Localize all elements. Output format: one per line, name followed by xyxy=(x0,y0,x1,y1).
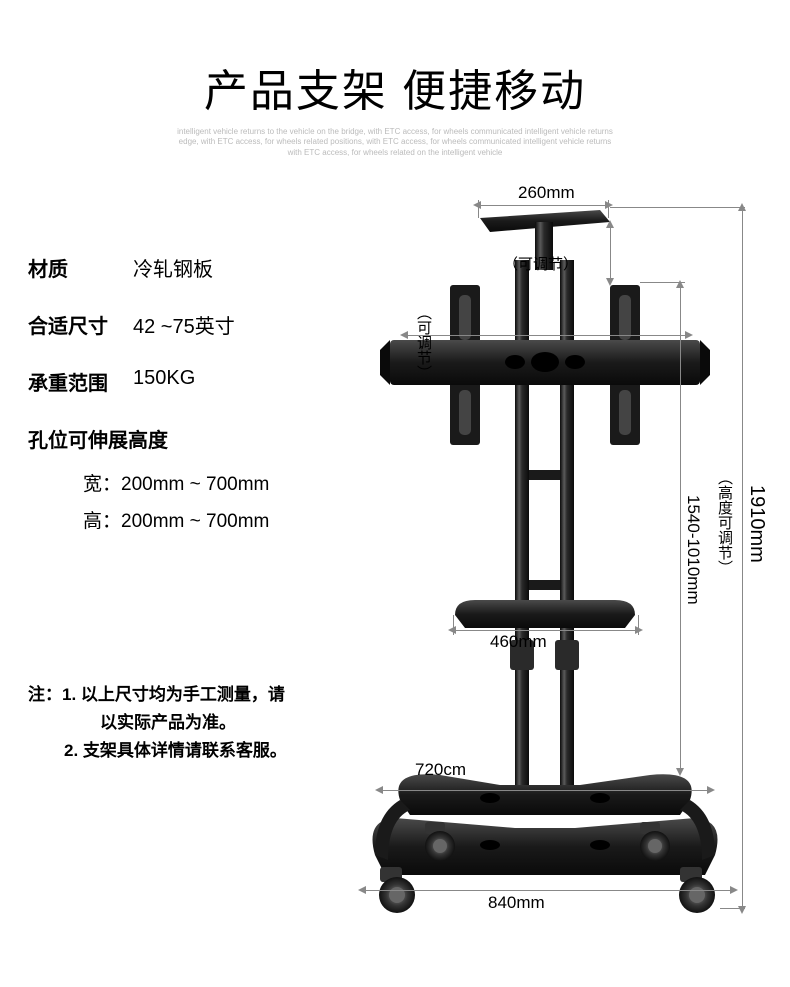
subtitle: intelligent vehicle returns to the vehic… xyxy=(0,127,790,158)
dim-line xyxy=(742,208,743,908)
dim-adj-top: （可调节） xyxy=(503,253,578,274)
subtitle-line: edge, with ETC access, for wheels relate… xyxy=(0,137,790,147)
spec-extension-height: 高：200mm ~ 700mm xyxy=(83,506,269,533)
arrow-icon xyxy=(707,786,715,794)
dim-line xyxy=(640,282,685,283)
arrow-icon xyxy=(358,886,366,894)
dim-line xyxy=(610,225,611,280)
dim-line xyxy=(405,335,688,336)
arrow-icon xyxy=(676,768,684,776)
dim-total-height: 1910mm xyxy=(745,485,768,563)
dim-line xyxy=(363,890,733,891)
arrow-icon xyxy=(606,278,614,286)
dim-line xyxy=(453,615,454,635)
dim-height-range: 1540-1010mm xyxy=(683,495,703,605)
dim-line xyxy=(638,615,639,635)
dim-top-shelf: 260mm xyxy=(518,183,575,203)
notes-panel: 注：1. 以上尺寸均为手工测量，请 以实际产品为准。 2. 支架具体详情请联系客… xyxy=(28,680,287,764)
dim-line xyxy=(610,207,745,208)
arrow-icon xyxy=(685,331,693,339)
dim-middle-shelf: 460mm xyxy=(490,632,547,652)
arrow-icon xyxy=(635,626,643,634)
note-line: 以实际产品为准。 xyxy=(100,708,287,733)
dim-line xyxy=(478,200,479,218)
subtitle-line: with ETC access, for wheels related on t… xyxy=(0,148,790,158)
dim-line xyxy=(453,630,638,631)
dim-line xyxy=(720,908,745,909)
spec-value: 150KG xyxy=(133,367,195,396)
note-line: 2. 支架具体详情请联系客服。 xyxy=(64,736,287,761)
spec-extension-width: 宽：200mm ~ 700mm xyxy=(83,469,269,496)
spec-label: 承重范围 xyxy=(28,367,133,396)
dim-line xyxy=(478,205,608,206)
note-line: 注：1. 以上尺寸均为手工测量，请 xyxy=(28,680,287,705)
spec-value: 冷轧钢板 xyxy=(133,253,213,282)
note-text: 1. 以上尺寸均为手工测量，请 xyxy=(62,685,285,704)
dim-line xyxy=(380,790,710,791)
arrow-icon xyxy=(400,331,408,339)
arrow-icon xyxy=(606,220,614,228)
note-prefix: 注： xyxy=(28,685,62,704)
spec-material: 材质 冷轧钢板 xyxy=(28,253,269,282)
spec-weight: 承重范围 150KG xyxy=(28,367,269,396)
arrow-icon xyxy=(730,886,738,894)
specs-panel: 材质 冷轧钢板 合适尺寸 42 ~75英寸 承重范围 150KG 孔位可伸展高度… xyxy=(28,253,269,543)
spec-extension-header: 孔位可伸展高度 xyxy=(28,424,269,453)
spec-label: 合适尺寸 xyxy=(28,310,133,339)
subtitle-line: intelligent vehicle returns to the vehic… xyxy=(0,127,790,137)
arrow-icon xyxy=(473,201,481,209)
spec-value: 42 ~75英寸 xyxy=(133,310,235,339)
dim-height-adj: （高度可调节） xyxy=(714,470,735,575)
page-title: 产品支架 便捷移动 xyxy=(0,0,790,119)
dim-adj-left: （可调节） xyxy=(413,305,434,380)
dim-line xyxy=(608,200,609,218)
dim-line xyxy=(680,285,681,770)
dim-base-bottom: 840mm xyxy=(488,893,545,913)
spec-size: 合适尺寸 42 ~75英寸 xyxy=(28,310,269,339)
arrow-icon xyxy=(375,786,383,794)
spec-label: 材质 xyxy=(28,253,133,282)
arrow-icon xyxy=(448,626,456,634)
dim-base-top: 720cm xyxy=(415,760,466,780)
